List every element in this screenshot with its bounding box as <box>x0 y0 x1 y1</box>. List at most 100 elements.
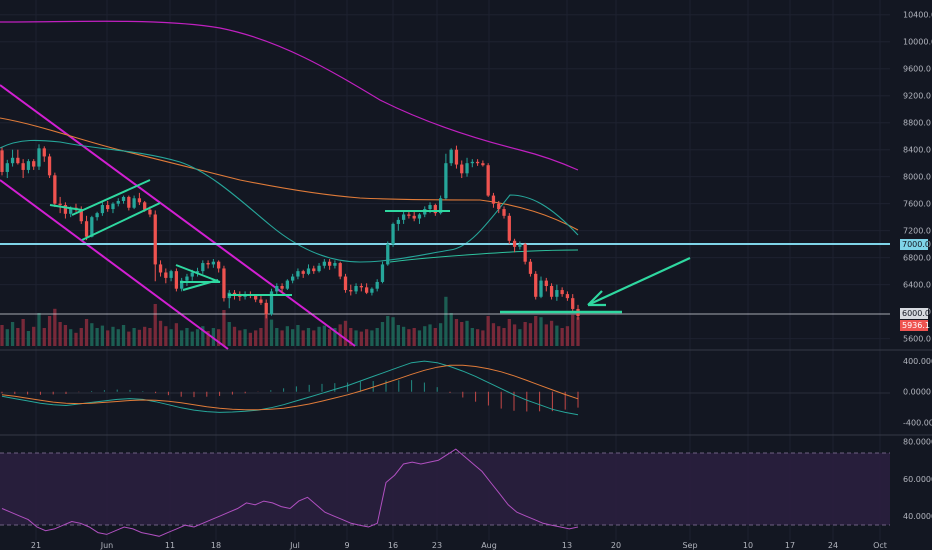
candle-body <box>201 263 205 272</box>
resistance-label: 7000.0 <box>902 240 930 249</box>
candle-body <box>549 285 554 297</box>
volume-bar <box>264 314 268 346</box>
volume-bar <box>354 330 358 346</box>
candle-body <box>486 165 490 196</box>
volume-bar <box>201 326 205 346</box>
candle-body <box>343 276 348 291</box>
candle-body <box>90 217 94 237</box>
price-tick-label: 9600.0 <box>903 65 931 74</box>
descending-channel <box>0 84 356 350</box>
volume-bar <box>0 325 4 346</box>
support-label-bg <box>900 308 928 319</box>
volume-bar <box>158 320 163 346</box>
time-tick-label: 24 <box>828 541 838 550</box>
candle-body <box>528 261 533 274</box>
volume-bar <box>95 328 99 346</box>
time-tick-label: Aug <box>481 541 497 550</box>
volume-bar <box>106 330 110 346</box>
arrow-shaft <box>589 257 691 305</box>
candle-body <box>137 198 142 203</box>
volume-bar <box>412 328 416 346</box>
volume-bar <box>549 320 554 346</box>
price-tick-label: 6400.0 <box>903 281 931 290</box>
candle-body <box>116 200 120 204</box>
volume-bar <box>401 326 406 346</box>
candle-body <box>470 161 474 164</box>
volume-bar <box>359 331 363 346</box>
candle-body <box>32 161 36 167</box>
volume-bar <box>512 324 517 346</box>
resistance-label-bg <box>900 239 928 250</box>
candle-body <box>444 163 448 199</box>
volume-bar <box>428 324 432 346</box>
candle-body <box>180 280 184 289</box>
candle-body <box>327 261 332 266</box>
grid <box>0 0 890 540</box>
candle-body <box>106 205 110 210</box>
volume-bar <box>349 328 353 346</box>
volume-bar <box>84 319 89 346</box>
volume-bar <box>280 330 284 346</box>
candle-body <box>491 195 496 204</box>
price-tick-label: 7200.0 <box>903 227 931 236</box>
candle-body <box>291 276 295 281</box>
candle-body <box>571 298 575 309</box>
volume-bar <box>127 331 131 346</box>
candle-body <box>375 281 379 289</box>
candle-body <box>349 290 353 292</box>
volume-bar <box>47 316 52 346</box>
volume-bar <box>254 330 258 346</box>
candle-body <box>121 196 126 201</box>
time-tick-label: Jun <box>100 541 114 550</box>
candle-body <box>0 150 4 172</box>
candle-body <box>512 240 517 247</box>
volume-bar <box>26 331 31 346</box>
volume-bar <box>375 328 379 346</box>
candle-body <box>312 268 316 272</box>
volume-bar <box>238 330 242 346</box>
volume-bar <box>206 331 210 346</box>
volume-bar <box>10 322 15 346</box>
macd-axis[interactable]: 400.0000 0.0000 -400.0000 <box>903 357 932 427</box>
volume-bar <box>169 329 173 346</box>
candle-body <box>396 219 400 224</box>
candle-body <box>217 261 221 269</box>
candle-body <box>370 288 374 293</box>
candle-body <box>100 205 105 214</box>
volume-bar <box>79 328 83 346</box>
volume-bar <box>380 322 385 346</box>
volume-bar <box>111 326 115 346</box>
candle-body <box>174 271 179 289</box>
volume-bar <box>74 332 78 346</box>
time-tick-label: 11 <box>165 541 175 550</box>
volume-bar <box>90 323 94 346</box>
candle-body <box>164 272 168 278</box>
volume-bar <box>555 325 559 346</box>
volume-bar <box>58 322 62 346</box>
rsi-axis[interactable]: 80.0000 60.0000 40.0000 <box>903 438 932 521</box>
moving-averages <box>0 20 579 263</box>
volume-bar <box>486 316 490 346</box>
time-axis[interactable]: 21 Jun 11 18 Jul 9 16 23 Aug 13 20 Sep 10 17 24 Oct <box>31 541 887 550</box>
candle-body <box>380 264 385 282</box>
candle-body <box>195 271 200 273</box>
ma-extra-line <box>389 249 579 263</box>
volume-bar <box>444 296 448 346</box>
flag-line-5 <box>175 264 221 283</box>
rsi-band <box>0 453 890 525</box>
volume-bar <box>164 326 168 346</box>
candle-body <box>280 285 284 289</box>
rsi-tick-label: 40.0000 <box>903 512 932 521</box>
rsi-series-line <box>1 448 579 537</box>
time-tick-label: 21 <box>31 541 41 550</box>
candle-body <box>47 156 52 176</box>
volume-bar <box>327 329 332 346</box>
volume-bar <box>63 325 68 346</box>
candle-body <box>555 290 559 297</box>
candle-body <box>565 294 570 299</box>
volume-bar <box>269 319 274 346</box>
candle-body <box>481 163 485 166</box>
volume-bar <box>507 319 511 346</box>
volume-bar <box>417 330 422 346</box>
